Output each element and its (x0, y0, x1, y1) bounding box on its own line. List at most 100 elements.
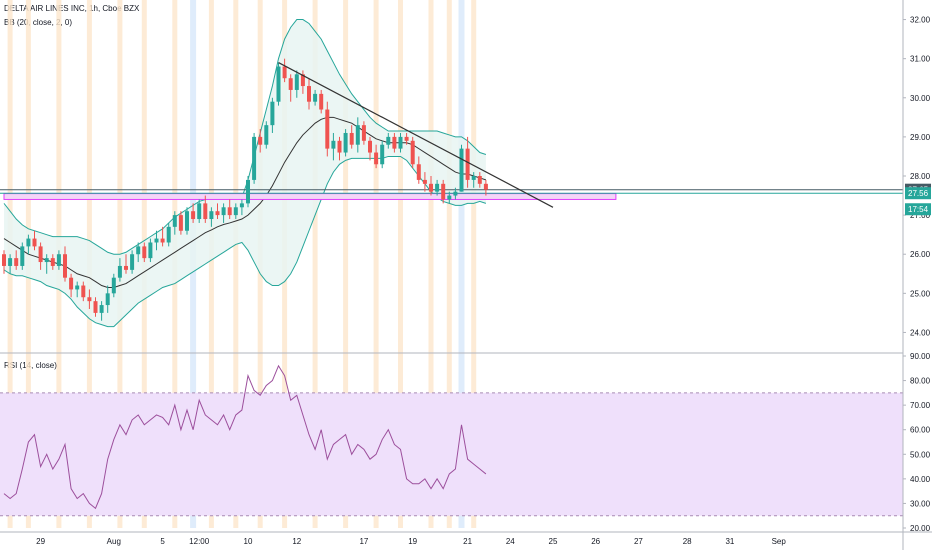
bb-upper-line (3, 19, 487, 255)
candle-body-62 (380, 144, 385, 165)
candle-body-6 (38, 246, 43, 263)
price-tick-6: 30.00 (910, 94, 931, 103)
time-tick-1: Aug (107, 537, 121, 546)
candle-body-21 (130, 254, 135, 270)
candle-body-12 (75, 285, 80, 290)
candle-body-14 (87, 297, 92, 302)
candle-body-54 (331, 140, 336, 149)
bb-fill (4, 19, 486, 327)
price-badge-bg-2 (905, 203, 931, 216)
highlight-orange-13 (373, 0, 379, 528)
candle-body-30 (185, 211, 189, 231)
candle-body-49 (300, 74, 305, 87)
time-tick-7: 19 (408, 537, 417, 546)
bb-indicator-label[interactable]: BB (20, close, 2, 0) (4, 18, 73, 27)
candle-body-38 (233, 207, 238, 216)
candle-body-11 (69, 277, 74, 290)
candle-body-10 (63, 254, 67, 278)
candle-body-60 (368, 140, 372, 153)
bollinger-bands (3, 19, 487, 328)
candle-body-42 (258, 136, 263, 145)
candle-body-40 (246, 179, 250, 204)
rsi-tick-0: 20.00 (910, 524, 931, 533)
candle-body-72 (441, 183, 446, 200)
candle-body-71 (435, 183, 440, 192)
candle-body-35 (215, 211, 220, 216)
price-tick-8: 32.00 (910, 16, 931, 25)
candle-body-56 (343, 132, 348, 153)
rsi-tick-5: 70.00 (910, 401, 931, 410)
price-tick-0: 24.00 (910, 328, 931, 337)
trendline-line (278, 62, 554, 208)
candle-body-39 (239, 203, 244, 208)
candle-body-9 (56, 254, 61, 266)
highlight-orange-16 (446, 0, 452, 528)
time-tick-9: 24 (506, 537, 515, 546)
chart-title: DELTA AIR LINES INC, 1h, Cboe BZX (4, 4, 140, 13)
time-tick-8: 21 (463, 537, 472, 546)
bb-basis-line (3, 116, 487, 288)
candle-body-78 (477, 176, 482, 184)
rsi-tick-7: 90.00 (910, 352, 931, 361)
candle-body-15 (93, 301, 98, 313)
highlight-orange-7 (208, 0, 214, 528)
time-tick-14: 31 (725, 537, 734, 546)
candle-body-46 (282, 66, 287, 79)
candle-body-64 (392, 136, 397, 149)
candle-body-23 (142, 246, 147, 259)
candles (2, 58, 488, 321)
candle-body-57 (349, 132, 354, 145)
rsi-pane (0, 352, 903, 517)
candle-body-69 (422, 179, 427, 184)
candle-body-0 (2, 254, 6, 266)
support-zone-rect (3, 193, 617, 200)
highlight-orange-11 (312, 0, 318, 528)
rsi-tick-1: 30.00 (910, 499, 931, 508)
candle-body-51 (313, 93, 318, 102)
candle-body-7 (44, 258, 49, 263)
highlight-orange-12 (343, 0, 349, 528)
candle-body-41 (252, 136, 257, 180)
price-tick-4: 28.00 (910, 172, 931, 181)
candle-body-18 (111, 277, 116, 294)
candle-body-19 (117, 265, 122, 278)
candle-body-24 (148, 242, 153, 259)
rsi-tick-6: 80.00 (910, 377, 931, 386)
time-tick-13: 28 (683, 537, 692, 546)
price-tick-2: 26.00 (910, 250, 931, 259)
price-lines (0, 189, 903, 194)
candle-body-74 (453, 191, 458, 196)
candle-body-37 (227, 207, 232, 216)
candle-body-26 (160, 238, 165, 243)
candle-body-20 (124, 265, 128, 270)
candle-body-3 (20, 246, 25, 266)
candle-body-68 (416, 164, 421, 180)
candle-body-16 (99, 305, 104, 313)
highlight-orange-17 (471, 0, 477, 528)
candle-body-36 (221, 207, 226, 216)
time-tick-11: 26 (591, 537, 600, 546)
time-tick-5: 12 (292, 537, 301, 546)
price-tick-5: 29.00 (910, 133, 931, 142)
candle-body-27 (166, 226, 171, 243)
trendline[interactable] (278, 62, 554, 208)
highlight-orange-14 (398, 0, 403, 528)
candle-body-2 (14, 258, 19, 266)
price-tick-7: 31.00 (910, 55, 931, 64)
candle-body-77 (471, 176, 476, 180)
candle-body-33 (203, 203, 208, 220)
candle-body-5 (32, 238, 37, 247)
support-zone[interactable] (3, 193, 617, 200)
highlight-orange-15 (428, 0, 434, 528)
candle-body-76 (465, 148, 470, 180)
candle-body-13 (81, 285, 86, 298)
time-tick-10: 25 (549, 537, 558, 546)
time-tick-0: 29 (36, 537, 45, 546)
candle-body-58 (355, 125, 360, 145)
candle-body-29 (178, 215, 183, 231)
candle-body-32 (197, 203, 202, 220)
rsi-tick-3: 50.00 (910, 450, 931, 459)
